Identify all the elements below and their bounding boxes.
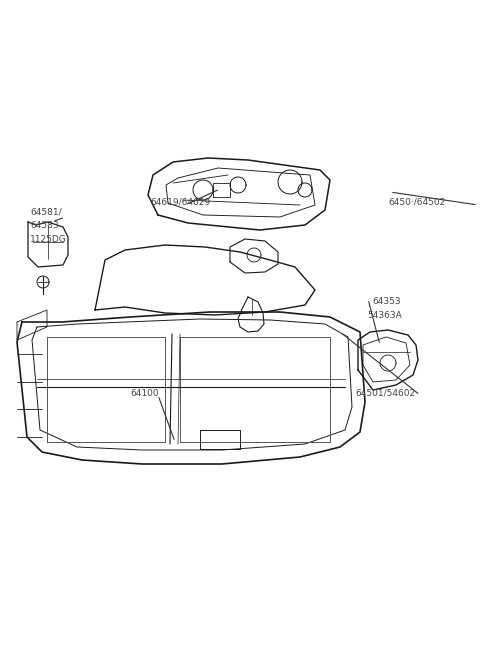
Text: 64501/54602: 64501/54602	[355, 388, 415, 397]
Text: 54363A: 54363A	[367, 311, 402, 319]
Text: 64100: 64100	[130, 388, 158, 397]
Text: 64581/: 64581/	[30, 208, 61, 217]
Text: 6450·/64502: 6450·/64502	[388, 198, 445, 206]
Text: 1125DG: 1125DG	[30, 235, 67, 244]
Text: 64353: 64353	[372, 298, 401, 307]
Text: 64583: 64583	[30, 221, 59, 229]
Text: 64619/64629: 64619/64629	[150, 198, 210, 206]
